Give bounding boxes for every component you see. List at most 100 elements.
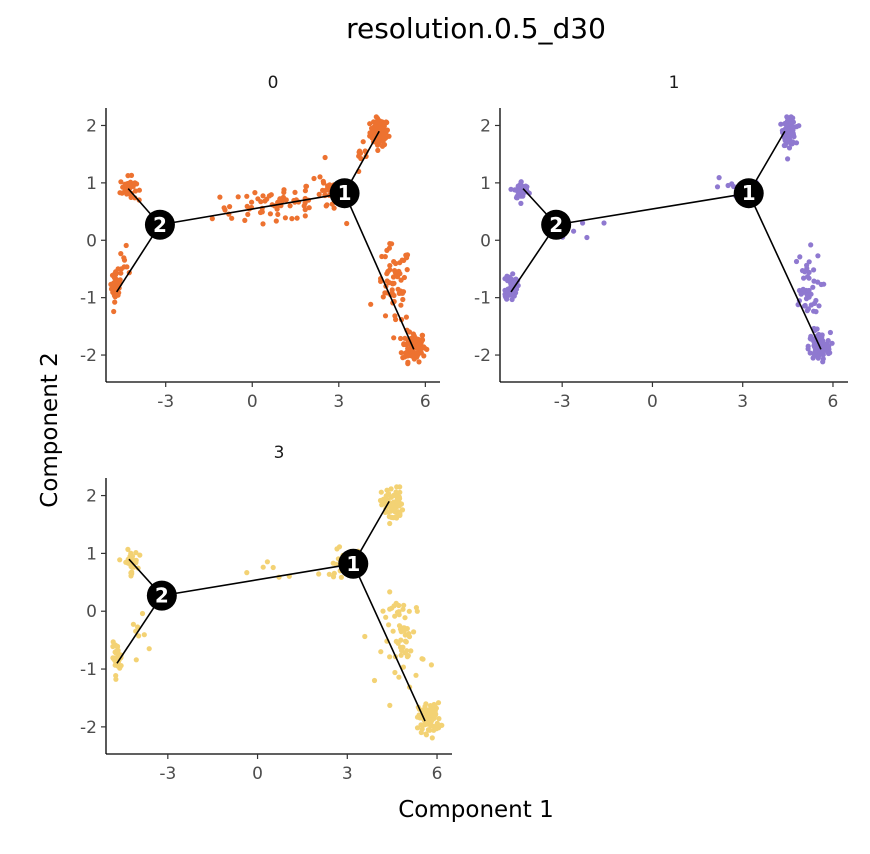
data-point (428, 662, 434, 668)
data-point (260, 564, 266, 570)
data-point (391, 603, 397, 609)
y-axis-label: Component 2 (37, 352, 63, 507)
x-tick-label: 6 (432, 764, 443, 784)
data-point (505, 289, 511, 295)
data-point (277, 196, 283, 202)
data-point (511, 279, 517, 286)
y-tick-label: 2 (86, 487, 97, 507)
data-point (514, 195, 520, 201)
data-point (397, 644, 404, 650)
data-point (793, 258, 800, 265)
y-tick-label: 2 (480, 116, 491, 136)
data-point (388, 486, 394, 492)
data-point (404, 654, 410, 660)
data-point (789, 141, 795, 147)
data-point (306, 205, 312, 211)
data-point (402, 632, 408, 638)
data-point (333, 561, 339, 567)
data-point (125, 190, 131, 196)
data-point (406, 608, 412, 614)
trajectory-node (541, 209, 572, 240)
data-point (317, 174, 323, 180)
data-point (260, 193, 266, 199)
data-point (396, 602, 402, 609)
data-point (303, 183, 309, 189)
data-point (790, 125, 796, 131)
x-axis-label: Component 1 (398, 797, 553, 823)
data-point (371, 130, 377, 137)
data-point (139, 610, 146, 617)
data-point (117, 190, 123, 196)
data-point (805, 346, 811, 352)
trajectory-node (329, 178, 360, 209)
data-point (825, 338, 831, 344)
data-point (394, 503, 401, 509)
data-point (399, 507, 406, 513)
data-point (427, 712, 433, 718)
data-point (244, 193, 250, 199)
data-point (302, 188, 308, 194)
data-point (136, 187, 142, 193)
data-point (380, 608, 386, 614)
data-point (392, 613, 398, 619)
data-point (517, 187, 523, 193)
data-point (400, 289, 407, 295)
data-point (379, 253, 385, 260)
data-point (380, 131, 387, 137)
data-point (270, 564, 276, 571)
data-point (821, 281, 827, 287)
data-point (826, 343, 832, 350)
data-point (115, 653, 121, 659)
data-point (812, 349, 818, 355)
data-point (414, 608, 420, 614)
x-tick-label: 3 (342, 764, 353, 784)
data-point (413, 672, 419, 678)
data-point (392, 270, 399, 276)
data-point (801, 275, 807, 281)
y-tick-label: 1 (86, 544, 97, 564)
data-point (123, 242, 129, 249)
data-point (259, 209, 265, 215)
data-point (782, 142, 788, 148)
data-point (109, 272, 116, 278)
y-tick-label: -2 (80, 718, 97, 738)
points-0 (108, 114, 430, 367)
data-point (320, 178, 326, 184)
data-point (429, 735, 435, 741)
data-point (418, 722, 424, 728)
data-point (808, 291, 814, 297)
trajectory-node-label: 2 (549, 213, 563, 237)
data-point (222, 207, 228, 213)
data-point (811, 343, 817, 349)
data-point (125, 546, 131, 553)
data-point (396, 674, 402, 680)
x-tick-label: -3 (157, 392, 174, 412)
data-point (784, 127, 791, 133)
data-point (510, 271, 516, 277)
data-point (827, 329, 834, 336)
data-point (508, 186, 514, 192)
data-point (806, 259, 812, 265)
data-point (785, 156, 791, 162)
data-point (393, 260, 399, 267)
data-point (374, 119, 380, 125)
data-point (799, 268, 806, 274)
data-point (424, 346, 430, 352)
trajectory-node-label: 1 (346, 552, 360, 576)
data-point (316, 571, 322, 577)
data-point (287, 203, 293, 209)
data-point (267, 211, 273, 217)
data-point (504, 296, 510, 302)
y-tick-label: -1 (474, 289, 491, 309)
panel-title: 3 (274, 443, 285, 463)
data-point (402, 615, 408, 621)
data-point (829, 340, 835, 346)
data-point (388, 494, 394, 500)
data-point (419, 332, 425, 338)
data-point (811, 267, 817, 273)
data-point (401, 274, 407, 281)
data-point (379, 143, 386, 149)
data-point (394, 274, 401, 280)
data-point (725, 182, 731, 189)
data-point (813, 297, 819, 304)
